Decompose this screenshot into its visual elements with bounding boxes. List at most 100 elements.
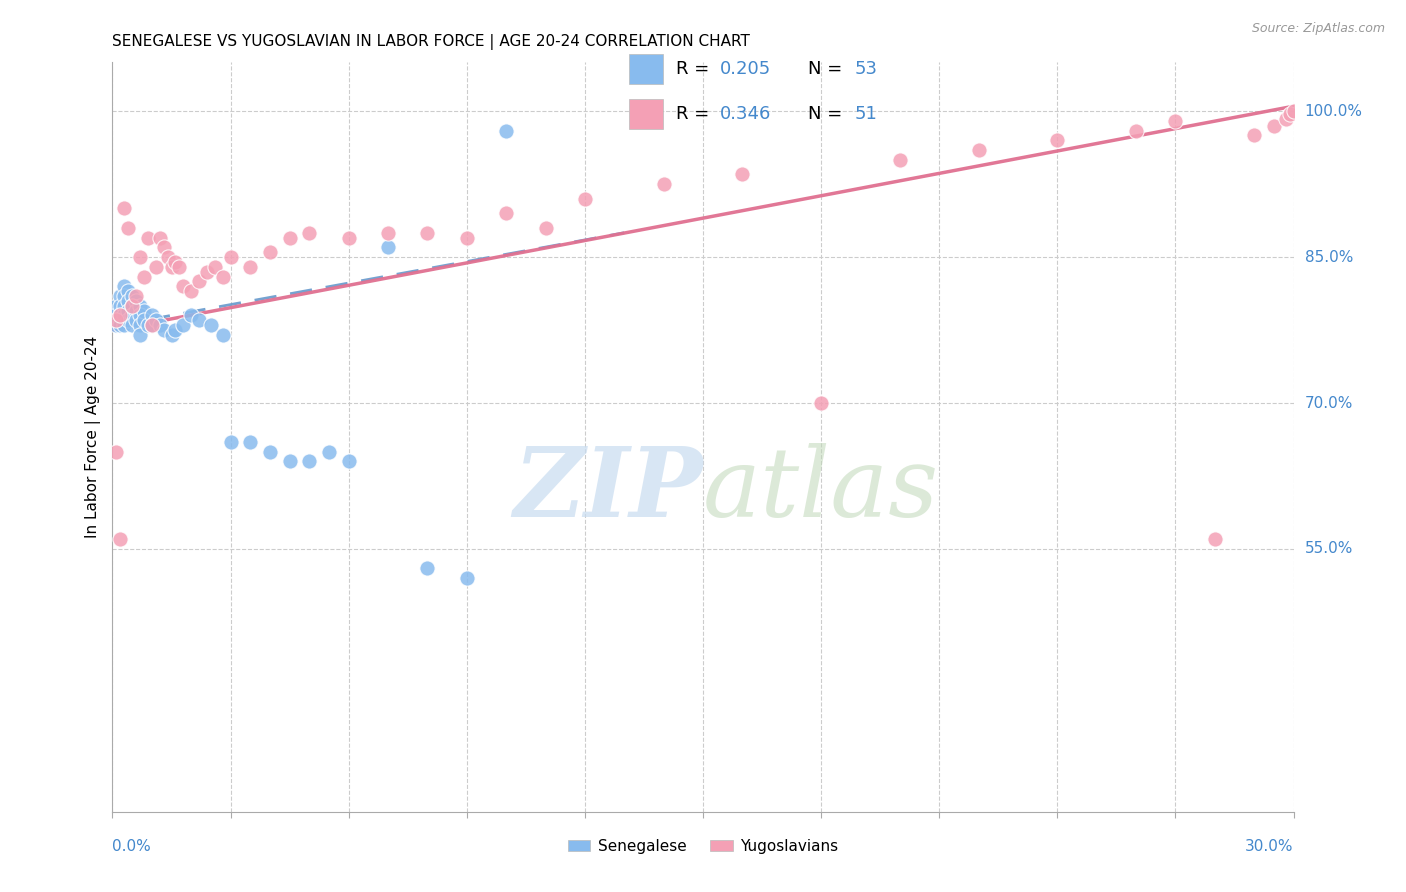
Point <box>495 123 517 137</box>
Point <box>165 323 187 337</box>
Point <box>219 250 242 264</box>
Point <box>105 309 128 323</box>
Text: 51: 51 <box>855 105 877 123</box>
Point <box>129 327 152 342</box>
Point <box>337 454 360 468</box>
Point <box>160 260 183 274</box>
Point <box>129 318 152 333</box>
Point <box>180 309 202 323</box>
Text: 0.0%: 0.0% <box>112 838 152 854</box>
Point <box>165 255 187 269</box>
Point <box>188 274 211 288</box>
Point <box>1164 113 1187 128</box>
Point <box>121 299 143 313</box>
Point <box>188 313 211 327</box>
Point <box>141 309 163 323</box>
Legend: Senegalese, Yugoslavians: Senegalese, Yugoslavians <box>561 833 845 860</box>
Text: Source: ZipAtlas.com: Source: ZipAtlas.com <box>1251 22 1385 36</box>
Text: 85.0%: 85.0% <box>1305 250 1353 265</box>
Point <box>495 206 517 220</box>
Text: 55.0%: 55.0% <box>1305 541 1353 557</box>
Point <box>121 318 143 333</box>
Point <box>132 269 155 284</box>
Point <box>219 434 242 449</box>
Point <box>456 571 478 585</box>
Point <box>125 303 148 318</box>
Point <box>121 289 143 303</box>
Point <box>112 279 135 293</box>
Text: atlas: atlas <box>703 442 939 536</box>
Point <box>239 260 262 274</box>
Text: 53: 53 <box>855 60 877 78</box>
Point <box>149 318 172 333</box>
Point <box>278 454 301 468</box>
Bar <box>628 99 662 129</box>
Point <box>172 318 194 333</box>
Point <box>574 192 596 206</box>
Point <box>172 279 194 293</box>
Point <box>211 327 233 342</box>
Point <box>259 245 281 260</box>
Point <box>145 313 167 327</box>
Text: N =: N = <box>807 105 848 123</box>
Point <box>200 318 222 333</box>
Point <box>132 303 155 318</box>
Point <box>152 323 174 337</box>
Y-axis label: In Labor Force | Age 20-24: In Labor Force | Age 20-24 <box>86 336 101 538</box>
Bar <box>628 54 662 84</box>
Point <box>136 318 159 333</box>
Point <box>967 143 990 157</box>
Point <box>889 153 911 167</box>
Point <box>456 230 478 244</box>
Text: 0.346: 0.346 <box>720 105 772 123</box>
Point <box>211 269 233 284</box>
Point <box>534 220 557 235</box>
Point <box>125 289 148 303</box>
Point <box>180 284 202 298</box>
Point <box>110 318 132 333</box>
Point <box>652 177 675 191</box>
Point <box>105 318 128 333</box>
Point <box>169 260 191 274</box>
Point <box>1282 104 1305 119</box>
Point <box>298 454 321 468</box>
Point <box>110 299 132 313</box>
Point <box>1125 123 1147 137</box>
Point <box>129 250 152 264</box>
Point <box>129 309 152 323</box>
Text: 70.0%: 70.0% <box>1305 395 1353 410</box>
Point <box>1278 107 1301 121</box>
Point <box>112 299 135 313</box>
Point <box>149 230 172 244</box>
Point <box>1274 112 1296 126</box>
Point <box>117 284 139 298</box>
Point <box>112 318 135 333</box>
Point <box>105 299 128 313</box>
Point <box>125 293 148 308</box>
Point <box>731 167 754 181</box>
Text: 0.205: 0.205 <box>720 60 770 78</box>
Text: 30.0%: 30.0% <box>1246 838 1294 854</box>
Point <box>117 220 139 235</box>
Text: 100.0%: 100.0% <box>1305 103 1362 119</box>
Text: N =: N = <box>807 60 848 78</box>
Point <box>129 299 152 313</box>
Point <box>377 226 399 240</box>
Point <box>112 309 135 323</box>
Point <box>110 309 132 323</box>
Point <box>1263 119 1285 133</box>
Point <box>110 533 132 547</box>
Point <box>195 265 218 279</box>
Point <box>1243 128 1265 143</box>
Point <box>117 303 139 318</box>
Point <box>416 226 439 240</box>
Point <box>318 444 340 458</box>
Point <box>298 226 321 240</box>
Point <box>125 313 148 327</box>
Text: ZIP: ZIP <box>513 442 703 536</box>
Point <box>117 293 139 308</box>
Point <box>141 318 163 333</box>
Point <box>810 396 832 410</box>
Point <box>112 289 135 303</box>
Point <box>152 240 174 254</box>
